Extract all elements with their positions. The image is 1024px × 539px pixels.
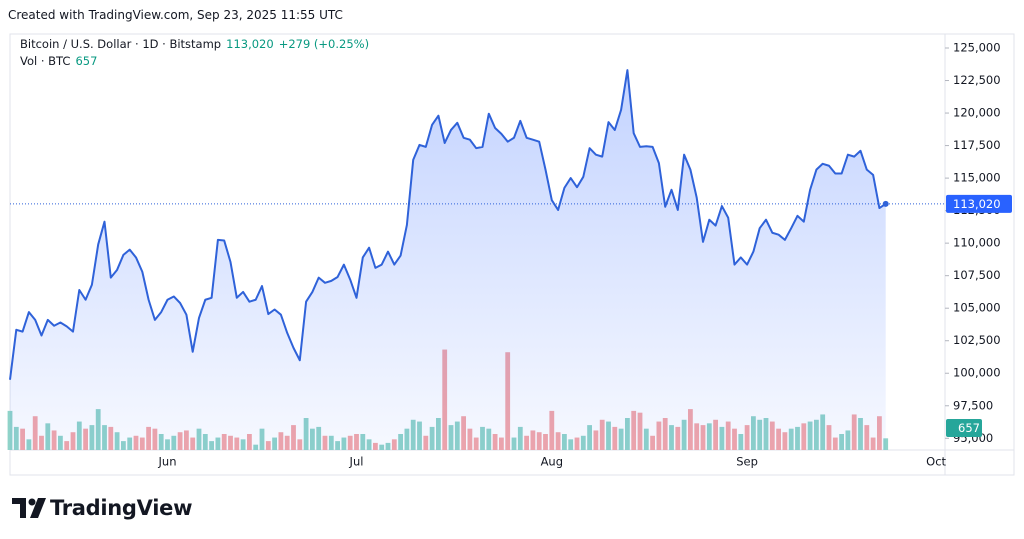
area-fill xyxy=(10,70,886,450)
price: 113,020 xyxy=(226,37,274,51)
created-note: Created with TradingView.com, Sep 23, 20… xyxy=(8,8,343,22)
y-tick-label: 100,000 xyxy=(953,366,1001,380)
y-tick-label: 105,000 xyxy=(953,301,1001,315)
x-tick-label: Jul xyxy=(349,455,364,469)
change: +279 (+0.25%) xyxy=(278,37,370,51)
price-badge-label: 113,020 xyxy=(953,197,1001,211)
x-tick-label: Aug xyxy=(541,455,563,469)
volume-row: Vol · BTC 657 xyxy=(20,54,102,68)
y-tick-label: 120,000 xyxy=(953,106,1001,120)
volume-label: Vol · BTC xyxy=(20,54,71,68)
last-price-dot xyxy=(882,200,889,207)
y-tick-label: 97,500 xyxy=(953,398,993,412)
symbol: Bitcoin / U.S. Dollar · 1D · Bitstamp xyxy=(20,37,222,51)
y-tick-label: 115,000 xyxy=(953,171,1001,185)
x-tick-label: Jun xyxy=(158,455,177,469)
volume-badge xyxy=(946,419,982,437)
legend-row: Bitcoin / U.S. Dollar · 1D · Bitstamp 113… xyxy=(20,37,374,51)
y-tick-label: 102,500 xyxy=(953,333,1001,347)
chart-frame xyxy=(9,33,1015,476)
brand-logo xyxy=(12,498,46,518)
x-tick-label: Oct xyxy=(926,455,946,469)
x-tick-label: Sep xyxy=(736,455,758,469)
price-line xyxy=(9,69,887,380)
y-tick-label: 117,500 xyxy=(953,138,1001,152)
y-tick-label: 110,000 xyxy=(953,236,1001,250)
y-tick-label: 122,500 xyxy=(953,73,1001,87)
brand-name: TradingView xyxy=(50,496,193,520)
price-badge xyxy=(946,194,1012,213)
volume-badge-label: 657 xyxy=(958,421,980,435)
marks: 95,00097,500100,000102,500105,000107,500… xyxy=(7,41,1012,469)
y-tick-label: 107,500 xyxy=(953,268,1001,282)
y-tick-label: 125,000 xyxy=(953,41,1001,55)
volume-value: 657 xyxy=(75,54,98,68)
